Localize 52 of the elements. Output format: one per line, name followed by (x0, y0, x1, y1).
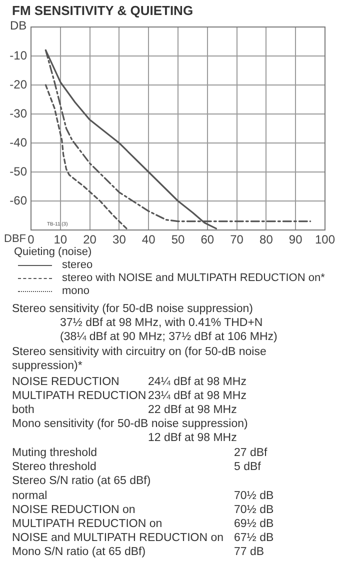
text: Stereo S/N ratio (at 65 dBf) (12, 475, 151, 487)
text: 27 dBf (234, 447, 268, 459)
x-tick-label: 70 (230, 232, 244, 247)
text: 70½ dB (234, 490, 274, 502)
y-tick-label: -10 (10, 48, 28, 62)
text: 12 dBf at 98 MHz (148, 432, 237, 444)
x-tick-label: 30 (112, 232, 126, 247)
text: Stereo sensitivity (for 50-dB noise suppression) (12, 303, 253, 315)
line-series (44, 84, 128, 230)
text: MULTIPATH REDUCTION on (12, 518, 162, 530)
text: Stereo threshold (12, 461, 96, 473)
y-tick-label: -50 (10, 164, 28, 178)
x-tick-label: 80 (260, 232, 274, 247)
text: (38¼ dBf at 90 MHz; 37½ dBf at 106 MHz) (60, 331, 278, 343)
x-axis-title: DBF (4, 233, 26, 246)
text: 77 dB (234, 546, 264, 558)
text: NOISE and MULTIPATH REDUCTION on (12, 532, 224, 544)
text: NOISE REDUCTION (12, 376, 120, 388)
y-tick-label: -60 (10, 193, 28, 208)
y-tick-label: -20 (10, 77, 28, 92)
text: 22 dBf at 98 MHz (148, 404, 237, 416)
legend-label: mono (62, 285, 90, 298)
text: Mono S/N ratio (at 65 dBf) (12, 546, 146, 558)
y-tick-label: -30 (10, 106, 28, 120)
text: 67½ dB (234, 532, 274, 544)
x-tick-label: 60 (200, 232, 214, 247)
text: NOISE REDUCTION on (12, 504, 136, 516)
legend-title: Quieting (noise) (14, 246, 93, 259)
text: both (12, 404, 34, 416)
text: MULTIPATH REDUCTION (12, 390, 146, 402)
x-tick-label: 10 (54, 232, 68, 247)
legend-label: stereo (62, 259, 93, 272)
text: Mono sensitivity (for 50-dB noise suppression) (12, 418, 248, 430)
x-tick-label: 40 (142, 232, 156, 247)
text: Muting threshold (12, 447, 98, 459)
text: 37½ dBf at 98 MHz, with 0.41% THD+N (60, 317, 263, 329)
text: 5 dBf (234, 461, 261, 473)
chart-title: FM SENSITIVITY & QUIETING (12, 3, 194, 18)
text: 24¼ dBf at 98 MHz (148, 376, 246, 388)
x-tick-label: 0 (28, 232, 35, 247)
x-tick-label: 50 (171, 232, 185, 247)
text: Stereo sensitivity with circuitry on (for 50-dB noise suppression)* (12, 345, 268, 373)
x-tick-label: 100 (314, 232, 336, 247)
text: 23¼ dBf at 98 MHz (148, 390, 246, 402)
text: 69½ dB (234, 518, 274, 530)
x-tick-label: 20 (83, 232, 97, 247)
y-tick-label: -40 (10, 135, 28, 150)
legend-label: stereo with NOISE and MULTIPATH REDUCTION on* (62, 272, 325, 285)
text: 70½ dB (234, 504, 274, 516)
text: normal (12, 490, 48, 502)
y-axis-title: DB (10, 18, 27, 32)
x-tick-label: 90 (288, 232, 303, 247)
